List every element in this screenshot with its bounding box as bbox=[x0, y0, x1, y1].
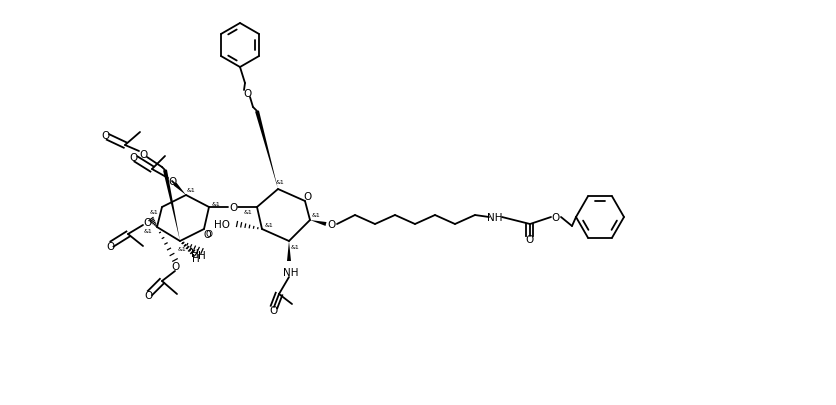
Polygon shape bbox=[173, 183, 186, 196]
Text: &1: &1 bbox=[264, 223, 273, 228]
Text: O: O bbox=[144, 290, 152, 300]
Text: &1: &1 bbox=[275, 180, 284, 185]
Text: &1: &1 bbox=[186, 187, 195, 192]
Text: O: O bbox=[105, 241, 114, 252]
Text: O: O bbox=[168, 177, 176, 187]
Text: O: O bbox=[171, 261, 179, 271]
Text: O: O bbox=[129, 153, 137, 162]
Polygon shape bbox=[255, 111, 278, 190]
Text: &1: &1 bbox=[150, 210, 158, 215]
Polygon shape bbox=[287, 241, 291, 261]
Polygon shape bbox=[163, 170, 180, 241]
Text: O: O bbox=[143, 217, 151, 228]
Polygon shape bbox=[309, 220, 326, 226]
Text: O: O bbox=[551, 213, 559, 222]
Text: &1: &1 bbox=[290, 245, 299, 250]
Text: O: O bbox=[206, 230, 212, 239]
Text: &1: &1 bbox=[144, 229, 152, 234]
Text: &1: &1 bbox=[177, 247, 186, 252]
Text: O: O bbox=[243, 89, 252, 99]
Text: HO: HO bbox=[214, 220, 230, 230]
Text: O: O bbox=[328, 220, 336, 230]
Text: &1: &1 bbox=[311, 213, 320, 218]
Text: O: O bbox=[101, 131, 109, 141]
Text: &1: &1 bbox=[243, 210, 252, 215]
Text: O: O bbox=[203, 230, 211, 239]
Text: H: H bbox=[198, 250, 206, 260]
Text: O: O bbox=[525, 234, 533, 244]
Text: O: O bbox=[268, 305, 277, 315]
Text: H: H bbox=[192, 254, 200, 263]
Text: NH: NH bbox=[283, 267, 298, 277]
Text: NH: NH bbox=[487, 213, 502, 222]
Text: H: H bbox=[191, 248, 199, 258]
Text: O: O bbox=[139, 149, 147, 160]
Text: O: O bbox=[303, 192, 311, 202]
Text: O: O bbox=[228, 202, 237, 213]
Text: &1: &1 bbox=[212, 201, 220, 206]
